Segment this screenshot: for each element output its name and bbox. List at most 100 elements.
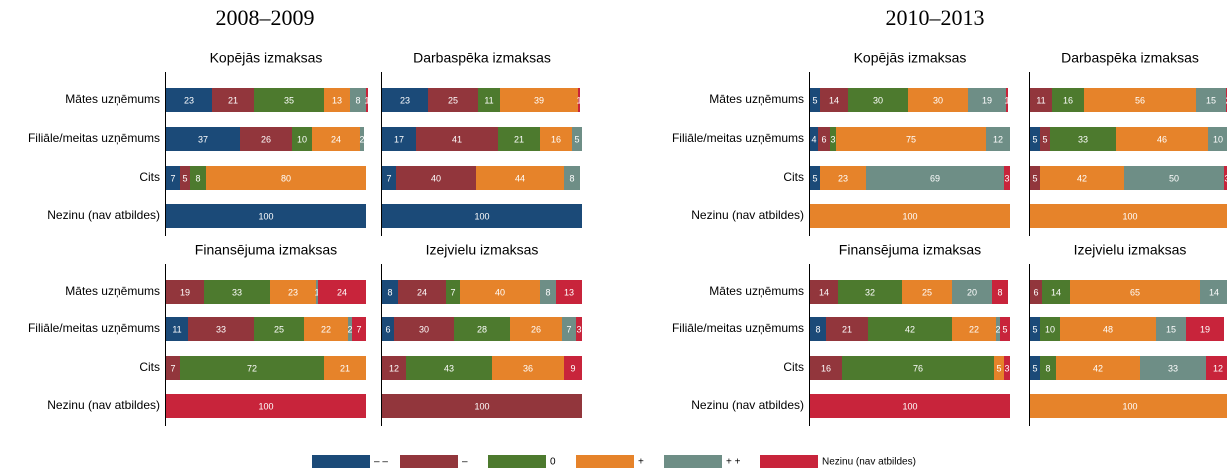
bar-segment [1030,394,1227,418]
bar-segment [1070,280,1200,304]
bar-segment [564,166,580,190]
legend-swatch [400,455,458,468]
value-label: 11 [172,324,181,334]
bar-segment [830,127,836,151]
value-label: 23 [838,173,848,183]
value-label: 7 [566,324,571,334]
bar-segment [254,317,304,341]
bar-segment [352,317,366,341]
bar-segment [820,88,848,112]
bar-segment [572,127,582,151]
bar-segment [1040,317,1060,341]
bar-segment [1116,127,1208,151]
bar-segment [382,394,582,418]
value-label: 100 [902,401,917,411]
value-label: 12 [993,134,1003,144]
value-label: 42 [1093,363,1103,373]
bar-segment [1196,88,1226,112]
value-label: 6 [821,134,826,144]
bar-segment [820,166,866,190]
row-label: Filiāle/meitas uzņēmums [672,131,804,145]
value-label: 1 [314,287,319,297]
bar-segment [416,127,498,151]
value-label: 2 [995,324,1000,334]
bar-segment [348,317,352,341]
row-label: Filiāle/meitas uzņēmums [28,131,160,145]
bar-segment [968,88,1006,112]
value-label: 10 [1213,134,1223,144]
value-label: 8 [387,287,392,297]
value-label: 5 [574,134,579,144]
panel-title: Darbaspēka izmaksas [413,50,551,66]
bar-segment [212,88,254,112]
bar-segment [166,356,180,380]
value-label: 3 [1224,173,1227,183]
bar-segment [1186,317,1224,341]
bar-segment [1006,88,1008,112]
bar-segment [996,317,1000,341]
bar-segment [382,280,398,304]
value-label: 3 [576,324,581,334]
legend-swatch [576,455,634,468]
value-label: 40 [431,173,441,183]
bar-segment [382,204,582,228]
value-label: 14 [819,287,829,297]
value-label: 12 [389,363,399,373]
bar-segment [1004,166,1010,190]
value-label: 39 [534,95,544,105]
value-label: 15 [1206,95,1216,105]
value-label: 9 [570,363,575,373]
bar-segment [1140,356,1206,380]
value-label: 22 [321,324,331,334]
bar-segment [204,280,270,304]
bar-segment [810,280,838,304]
bar-segment [478,88,500,112]
value-label: 7 [386,173,391,183]
bar-segment [836,127,986,151]
value-label: 5 [1032,173,1037,183]
panel-title: Kopējās izmaksas [210,50,323,66]
value-label: 3 [830,134,835,144]
bar-segment [838,280,902,304]
row-label: Filiāle/meitas uzņēmums [28,321,160,335]
bar-segment [428,88,478,112]
value-label: 28 [477,324,487,334]
bar-segment [188,317,254,341]
value-label: 5 [812,95,817,105]
bar-segment [1084,88,1196,112]
bar-segment [1200,280,1227,304]
value-label: 43 [444,363,454,373]
value-label: 7 [450,287,455,297]
value-label: 2 [347,324,352,334]
bar-segment [180,166,190,190]
value-label: 3 [1004,363,1009,373]
bar-segment [992,280,1008,304]
value-label: 44 [515,173,525,183]
bar-segment [810,356,842,380]
bar-segment [908,88,968,112]
panel-title: Darbaspēka izmaksas [1061,50,1199,66]
value-label: 25 [274,324,284,334]
bar-segment [1040,356,1056,380]
bar-segment [166,127,240,151]
bar-segment [1206,356,1227,380]
bar-segment [166,204,366,228]
bar-segment [564,356,582,380]
value-label: 8 [997,287,1002,297]
value-label: 5 [1002,324,1007,334]
value-label: 30 [419,324,429,334]
panel-title: Kopējās izmaksas [854,50,967,66]
value-label: 7 [170,363,175,373]
value-label: 16 [551,134,561,144]
value-label: 4 [811,134,816,144]
legend-swatch [760,455,818,468]
bar-segment [446,280,460,304]
bar-segment [304,317,348,341]
panel-title: Finansējuma izmaksas [839,242,981,258]
bar-segment [826,317,868,341]
value-label: 26 [261,134,271,144]
bar-segment [1030,166,1040,190]
value-label: 12 [1213,363,1223,373]
bar-segment [1060,317,1156,341]
bar-segment [540,127,572,151]
